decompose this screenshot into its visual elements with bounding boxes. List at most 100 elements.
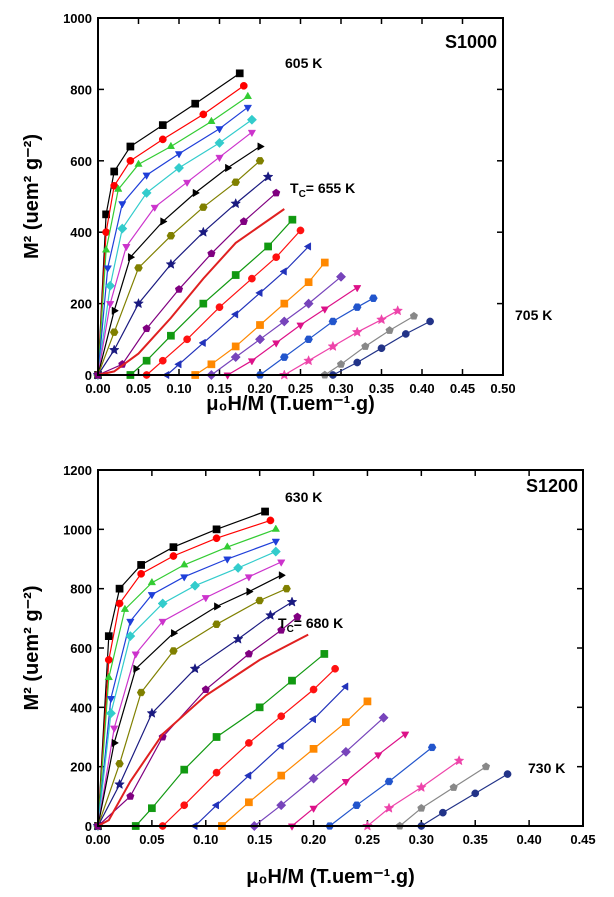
- marker: [257, 142, 265, 151]
- marker: [256, 321, 264, 329]
- marker: [109, 328, 119, 336]
- marker: [309, 745, 318, 753]
- marker: [296, 226, 305, 235]
- marker: [277, 712, 286, 721]
- marker: [392, 305, 404, 316]
- y-tick-label: 200: [70, 760, 92, 775]
- marker: [266, 516, 275, 525]
- marker: [308, 715, 316, 724]
- marker: [120, 604, 130, 612]
- x-tick-label: 0.30: [409, 832, 434, 847]
- marker: [244, 771, 252, 780]
- marker: [272, 253, 281, 262]
- marker: [244, 649, 253, 658]
- y-tick-label: 1000: [63, 11, 92, 26]
- marker: [105, 280, 116, 291]
- marker: [278, 571, 286, 580]
- marker: [286, 596, 298, 607]
- marker: [231, 178, 240, 186]
- marker: [471, 789, 480, 798]
- marker: [279, 316, 290, 327]
- marker: [303, 242, 312, 251]
- marker: [255, 596, 264, 605]
- marker: [199, 203, 208, 211]
- x-tick-label: 0.45: [570, 832, 595, 847]
- marker: [197, 226, 209, 237]
- marker: [246, 114, 257, 125]
- marker: [110, 167, 119, 176]
- marker: [303, 298, 314, 309]
- x-tick-label: 0.25: [355, 832, 380, 847]
- marker: [245, 739, 253, 747]
- marker: [174, 285, 184, 293]
- series-line: [146, 229, 301, 376]
- marker: [336, 359, 346, 368]
- marker: [328, 317, 338, 326]
- marker: [127, 252, 136, 262]
- marker: [182, 179, 192, 187]
- marker: [243, 104, 253, 113]
- marker: [137, 569, 145, 578]
- marker: [158, 618, 167, 627]
- marker: [115, 599, 124, 608]
- marker: [103, 265, 112, 273]
- marker: [136, 688, 146, 697]
- marker: [427, 743, 437, 752]
- marker: [109, 725, 119, 733]
- marker: [331, 664, 339, 673]
- marker: [214, 137, 225, 148]
- marker: [207, 249, 216, 258]
- temperature-label: 705 K: [515, 307, 552, 323]
- marker: [340, 746, 351, 757]
- x-tick-label: 0.00: [85, 832, 110, 847]
- marker: [167, 331, 175, 340]
- marker: [104, 632, 113, 640]
- marker: [374, 752, 383, 760]
- y-tick-label: 600: [70, 154, 92, 169]
- tc-text: = 680 K: [294, 615, 343, 631]
- marker: [272, 340, 281, 348]
- marker: [131, 651, 140, 659]
- series-line: [399, 766, 487, 827]
- series-line: [97, 633, 309, 827]
- marker: [384, 777, 394, 786]
- marker: [415, 781, 427, 793]
- marker: [223, 542, 232, 550]
- y-tick-label: 400: [70, 225, 92, 240]
- plot-frame: [97, 469, 584, 827]
- tc-label: TC= 680 K: [278, 615, 343, 635]
- marker: [271, 524, 281, 532]
- marker: [115, 760, 124, 768]
- plot-frame: [97, 17, 504, 376]
- marker: [426, 317, 434, 326]
- y-axis-title: M² (uem² g⁻²): [21, 134, 43, 259]
- marker: [201, 595, 210, 603]
- x-tick-label: 0.20: [301, 832, 326, 847]
- marker: [230, 352, 241, 363]
- marker: [207, 360, 216, 369]
- marker: [342, 718, 350, 727]
- marker: [160, 217, 168, 226]
- marker: [225, 163, 233, 173]
- x-tick-label: 0.20: [247, 381, 272, 396]
- x-tick-label: 0.15: [247, 832, 272, 847]
- marker: [244, 574, 254, 582]
- x-tick-label: 0.10: [166, 381, 191, 396]
- marker: [261, 507, 269, 516]
- marker: [114, 184, 123, 192]
- marker: [117, 223, 128, 234]
- marker: [280, 299, 289, 308]
- y-tick-label: 200: [70, 297, 92, 312]
- marker: [264, 242, 272, 251]
- marker: [327, 340, 339, 352]
- marker: [104, 656, 113, 664]
- marker: [212, 620, 221, 628]
- marker: [383, 802, 395, 813]
- marker: [262, 171, 274, 182]
- marker: [101, 245, 111, 253]
- y-tick-label: 600: [70, 641, 92, 656]
- marker: [245, 798, 253, 807]
- marker: [369, 294, 378, 302]
- x-tick-label: 0.10: [193, 832, 218, 847]
